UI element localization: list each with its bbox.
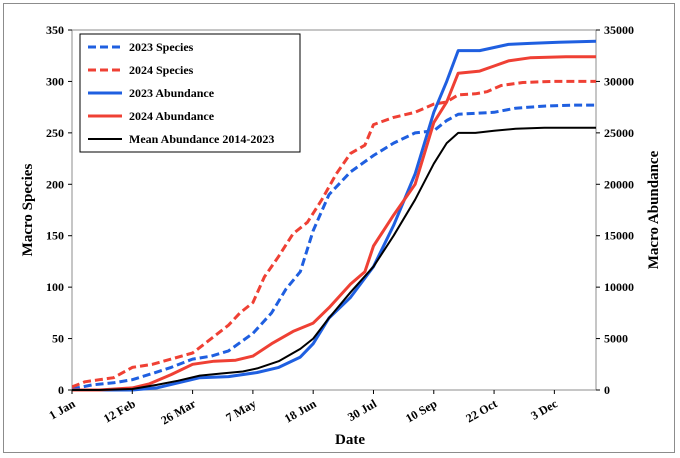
legend: 2023 Species 2024 Species 2023 Abundance… <box>79 33 301 153</box>
legend-label-mean-abundance: Mean Abundance 2014-2023 <box>129 132 274 146</box>
legend-label-2024-abundance: 2024 Abundance <box>129 109 215 123</box>
y-right-tick-label: 30000 <box>604 74 634 88</box>
x-tick-label: 26 Mar <box>158 396 198 427</box>
y-axis-left-title: Macro Species <box>20 164 36 257</box>
x-tick-label: 30 Jul <box>345 396 379 424</box>
y-right-tick-label: 25000 <box>604 126 634 140</box>
y-right-tick-label: 0 <box>604 383 610 397</box>
y-left-tick-label: 300 <box>46 74 64 88</box>
x-tick-label: 12 Feb <box>101 396 138 425</box>
plot-area <box>71 29 597 391</box>
y-left-tick-label: 350 <box>46 23 64 37</box>
legend-label-2023-species: 2023 Species <box>129 40 194 54</box>
legend-label-2023-abundance: 2023 Abundance <box>129 86 215 100</box>
y-right-tick-label: 10000 <box>604 280 634 294</box>
series-line-2024-species <box>72 79 596 389</box>
legend-label-2024-species: 2024 Species <box>129 63 194 77</box>
x-tick-label: 22 Oct <box>463 396 499 425</box>
series-line-mean-abundance-2014-2023 <box>72 126 596 391</box>
y-left-tick-label: 50 <box>52 332 64 346</box>
series-line-2023-species <box>72 103 596 391</box>
series-line-2024-abundance <box>72 55 596 392</box>
y-right-tick-label: 15000 <box>604 229 634 243</box>
y-axis-right-title: Macro Abundance <box>646 150 662 269</box>
y-right-tick-label: 35000 <box>604 23 634 37</box>
y-left-tick-label: 150 <box>46 229 64 243</box>
y-left-tick-label: 0 <box>58 383 64 397</box>
x-tick-label: 18 Jun <box>282 396 319 425</box>
y-left-tick-label: 200 <box>46 177 64 191</box>
series-line-2023-abundance <box>72 39 596 392</box>
x-axis-title: Date <box>335 432 365 448</box>
x-tick-label: 1 Jan <box>47 396 78 422</box>
y-left-tick-label: 250 <box>46 126 64 140</box>
x-tick-label: 10 Sep <box>403 396 439 425</box>
y-left-tick-label: 100 <box>46 280 64 294</box>
y-right-tick-label: 20000 <box>604 177 634 191</box>
x-tick-label: 3 Dec <box>528 396 560 423</box>
y-right-tick-label: 5000 <box>604 332 628 346</box>
x-tick-label: 7 May <box>223 396 258 424</box>
